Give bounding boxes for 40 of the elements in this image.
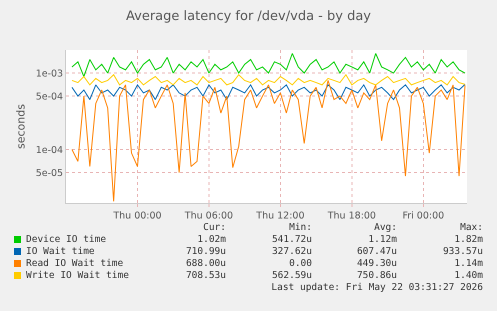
y-tick-label: 1e-04 [36, 144, 64, 156]
x-tick-label: Thu 12:00 [255, 210, 305, 222]
text: 327.62u [272, 246, 312, 257]
legend-label: Read IO Wait time [26, 258, 124, 269]
text: Last update: Fri May 22 03:31:27 2026 [271, 282, 483, 293]
text: 449.30u [356, 258, 397, 269]
text: 562.59u [272, 270, 312, 281]
y-tick-label: 1e-03 [36, 68, 64, 80]
text: 688.00u [186, 258, 226, 269]
text: Min: [289, 222, 312, 233]
text: 750.86u [356, 270, 397, 281]
text: 0.00 [289, 258, 312, 269]
legend-label: Device IO time [26, 234, 106, 245]
y-tick-label: 5e-05 [36, 168, 64, 179]
line-series [71, 53, 466, 78]
x-tick-label: Thu 18:00 [326, 210, 376, 222]
legend-label: IO Wait time [26, 246, 95, 257]
text: 933.57u [442, 246, 483, 257]
y-axis-title: seconds [14, 104, 28, 149]
legend-label: Write IO Wait time [26, 270, 129, 281]
x-tick-label: Thu 06:00 [184, 210, 234, 222]
y-tick-label: 5e-04 [36, 91, 64, 102]
chart-title: Average latency for /dev/vda - by day [126, 8, 372, 24]
text: 1.14m [454, 258, 483, 269]
text: 1.40m [454, 270, 483, 281]
line-series [71, 80, 466, 202]
text: Max: [460, 222, 483, 233]
text: 1.82m [454, 234, 483, 245]
line-series [71, 74, 466, 86]
x-tick-label: Thu 00:00 [112, 210, 162, 222]
text: 1.02m [197, 234, 226, 245]
text: 541.72u [272, 234, 312, 245]
text: 710.99u [186, 246, 226, 257]
text: Avg: [374, 222, 397, 233]
text: 607.47u [356, 246, 397, 257]
text: 708.53u [186, 270, 226, 281]
text: Cur: [203, 222, 226, 233]
x-tick-label: Fri 00:00 [402, 210, 444, 222]
text: 1.12m [368, 234, 397, 245]
line-series [71, 84, 466, 100]
